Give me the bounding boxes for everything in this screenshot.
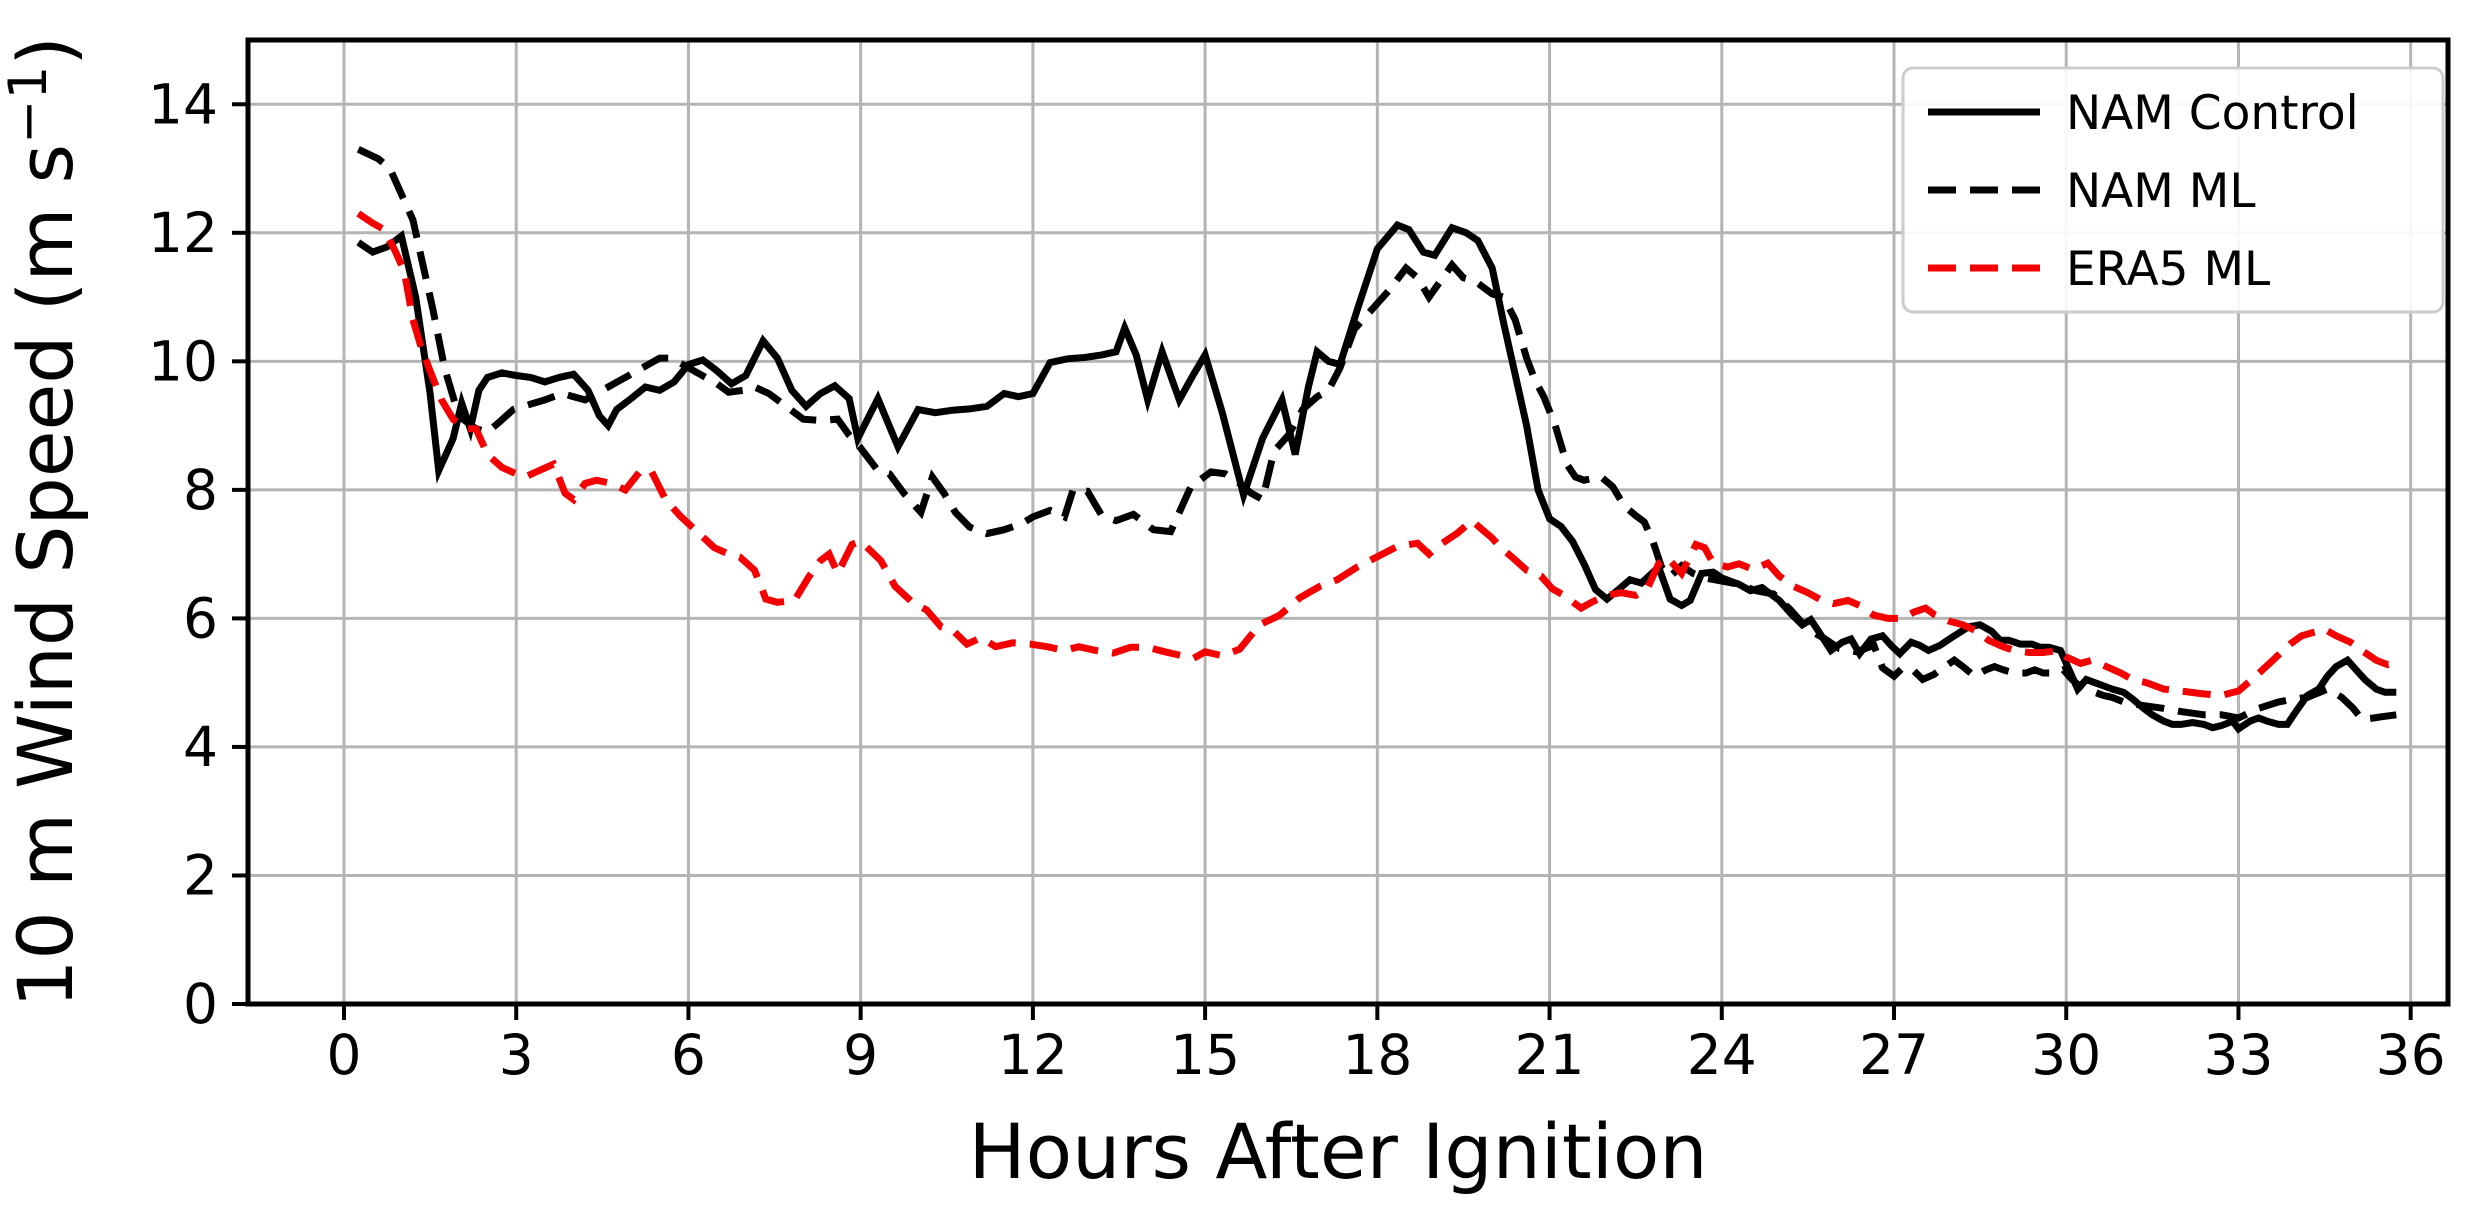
x-axis-label: Hours After Ignition (969, 1107, 1708, 1196)
series-lines (356, 146, 2397, 734)
x-tick-label: 30 (2031, 1023, 2101, 1087)
x-tick-label: 15 (1170, 1023, 1240, 1087)
y-tick-label: 2 (183, 843, 218, 907)
series-line-nam-control (356, 220, 2397, 734)
y-axis-label-main: 10 m Wind Speed (m s (1, 144, 90, 1008)
x-tick-label: 0 (326, 1023, 361, 1087)
axes (245, 37, 2451, 1007)
legend-box (1901, 66, 2445, 314)
y-tick-label: 4 (183, 715, 218, 779)
y-axis-label: 10 m Wind Speed (m s−1) (0, 36, 90, 1008)
legend-label: NAM ML (2066, 164, 2256, 219)
legend-label: ERA5 ML (2066, 242, 2270, 297)
y-tick-label: 10 (148, 329, 218, 393)
y-tick-label: 8 (183, 458, 218, 522)
legend-entry-nam-control: NAM Control (1928, 86, 2359, 141)
legend-entry-nam-ml: NAM ML (1928, 164, 2256, 219)
x-tick-label: 6 (671, 1023, 706, 1087)
x-tick-label: 3 (499, 1023, 534, 1087)
legend-label: NAM Control (2066, 86, 2359, 141)
x-tick-label: 18 (1342, 1023, 1412, 1087)
series-line-era5-ml (356, 210, 2397, 700)
legend: NAM Control NAM ML ERA5 ML (1901, 66, 2445, 314)
y-axis-label-superscript: −1 (0, 66, 59, 144)
x-tick-label: 12 (998, 1023, 1068, 1087)
y-tick-label: 6 (183, 586, 218, 650)
series-line-nam-ml (356, 146, 2397, 723)
y-axis-label-close: ) (1, 36, 90, 66)
legend-entry-era5-ml: ERA5 ML (1928, 242, 2270, 297)
x-tick-label: 33 (2203, 1023, 2273, 1087)
x-tick-label: 36 (2376, 1023, 2446, 1087)
y-tick-label: 14 (148, 72, 218, 136)
x-tick-label: 9 (843, 1023, 878, 1087)
x-tick-label: 24 (1687, 1023, 1757, 1087)
x-tick-label: 21 (1515, 1023, 1585, 1087)
y-tick-label: 0 (183, 972, 218, 1036)
x-tick-label: 27 (1859, 1023, 1929, 1087)
y-tick-label: 12 (148, 201, 218, 265)
plot-border (245, 37, 2451, 1007)
